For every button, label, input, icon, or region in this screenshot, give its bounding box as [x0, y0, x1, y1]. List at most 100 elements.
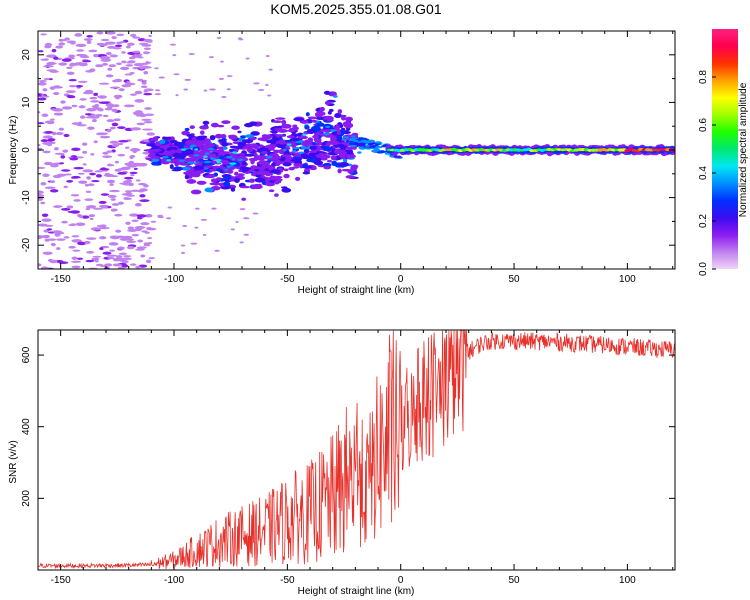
- onset-blob: [271, 130, 278, 134]
- onset-blob: [203, 165, 215, 168]
- noise-blob: [142, 51, 151, 55]
- noise-blob: [145, 259, 152, 264]
- onset-blob: [241, 167, 252, 171]
- noise-blob: [73, 199, 81, 202]
- onset-blob: [300, 154, 311, 160]
- onset-blob: [223, 176, 232, 180]
- transition-blob: [374, 141, 382, 144]
- colorbar-tick-label: 0.8: [698, 70, 709, 84]
- onset-blob: [221, 120, 231, 125]
- noise-blob: [221, 96, 227, 99]
- noise-blob: [105, 103, 114, 107]
- noise-blob: [126, 45, 131, 49]
- noise-blob: [76, 49, 85, 52]
- onset-blob: [249, 178, 256, 183]
- noise-blob: [218, 77, 224, 80]
- noise-blob: [43, 161, 53, 166]
- noise-blob: [107, 256, 115, 260]
- noise-blob: [124, 190, 133, 193]
- noise-blob: [42, 88, 48, 92]
- noise-blob: [51, 48, 57, 53]
- noise-blob: [76, 257, 84, 260]
- noise-blob: [71, 175, 81, 179]
- noise-blob: [58, 42, 66, 46]
- noise-blob: [115, 229, 122, 233]
- noise-blob: [94, 170, 103, 173]
- noise-blob: [243, 233, 250, 236]
- noise-blob: [132, 50, 141, 54]
- snr-xtick-label: 100: [619, 575, 636, 586]
- onset-blob: [211, 160, 217, 165]
- noise-blob: [78, 105, 86, 109]
- spectrogram-xtick-label: -50: [280, 274, 295, 285]
- noise-blob: [125, 221, 131, 225]
- noise-blob: [87, 126, 95, 130]
- noise-blob: [188, 52, 195, 55]
- noise-blob: [202, 233, 207, 236]
- noise-blob: [144, 107, 152, 110]
- onset-blob: [299, 119, 309, 124]
- onset-blob: [307, 137, 314, 143]
- onset-blob: [250, 159, 255, 165]
- noise-blob: [60, 208, 71, 211]
- noise-blob: [132, 162, 142, 166]
- onset-blob: [281, 187, 292, 193]
- noise-blob: [111, 36, 117, 40]
- onset-blob: [147, 154, 155, 158]
- noise-blob: [41, 234, 51, 239]
- onset-blob: [169, 139, 178, 144]
- onset-blob: [323, 154, 331, 159]
- onset-spot: [343, 136, 349, 139]
- noise-blob: [114, 213, 123, 217]
- onset-spot: [285, 139, 293, 143]
- noise-blob: [143, 71, 149, 75]
- onset-blob: [228, 134, 238, 140]
- onset-blob: [181, 130, 190, 136]
- snr-xlabel: Height of straight line (km): [298, 586, 415, 597]
- noise-blob: [44, 58, 49, 61]
- noise-blob: [144, 231, 151, 234]
- noise-blob: [183, 88, 189, 91]
- noise-blob: [70, 41, 76, 45]
- noise-blob: [98, 236, 107, 240]
- noise-blob: [52, 205, 62, 209]
- noise-blob: [118, 88, 125, 92]
- noise-blob: [71, 147, 81, 151]
- transition-blob: [371, 149, 379, 153]
- noise-blob: [117, 167, 129, 171]
- noise-blob: [253, 82, 260, 85]
- noise-blob: [109, 249, 115, 252]
- noise-blob: [127, 226, 135, 230]
- onset-blob: [186, 134, 194, 137]
- noise-blob: [68, 79, 77, 82]
- noise-blob: [85, 70, 94, 73]
- noise-blob: [96, 132, 106, 136]
- noise-blob: [134, 202, 142, 207]
- noise-blob: [148, 257, 156, 260]
- noise-blob: [64, 173, 72, 176]
- noise-blob: [98, 101, 110, 104]
- noise-blob: [41, 218, 52, 222]
- noise-blob: [145, 61, 149, 64]
- noise-blob: [106, 254, 118, 257]
- onset-blob: [304, 125, 310, 130]
- onset-blob: [301, 145, 312, 151]
- onset-blob: [190, 189, 202, 195]
- noise-blob: [99, 56, 111, 60]
- noise-blob: [61, 106, 73, 110]
- noise-blob: [65, 90, 76, 94]
- spectrogram-ytick-label: -10: [21, 190, 32, 205]
- onset-blob: [345, 175, 356, 179]
- noise-blob: [129, 171, 138, 175]
- onset-blob: [281, 119, 287, 125]
- onset-blob: [268, 189, 275, 193]
- noise-blob: [49, 189, 59, 193]
- noise-blob: [81, 142, 88, 146]
- onset-blob: [311, 125, 321, 131]
- onset-blob: [221, 142, 229, 147]
- onset-blob: [302, 171, 311, 175]
- noise-blob: [77, 172, 85, 175]
- noise-blob: [226, 88, 231, 91]
- onset-spot: [215, 158, 222, 162]
- noise-blob: [141, 81, 147, 85]
